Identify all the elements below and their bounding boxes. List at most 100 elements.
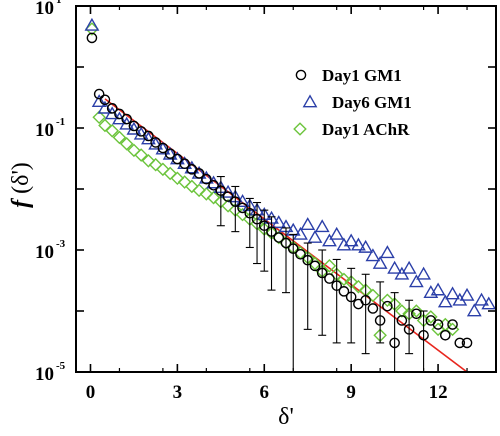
x-tick-label: 3 <box>173 382 183 403</box>
data-point-day1-gm1 <box>345 291 357 303</box>
data-point-day1-gm1 <box>403 324 415 335</box>
x-axis-label: δ' <box>278 404 294 430</box>
data-point-day6-gm1 <box>307 229 323 243</box>
data-point-day1-gm1 <box>258 220 270 232</box>
data-point-day1-gm1 <box>179 158 190 169</box>
data-point-day6-gm1 <box>162 146 178 160</box>
data-point-day1-achr <box>192 183 206 198</box>
series-day6-gm1 <box>84 17 496 317</box>
data-point-day1-gm1 <box>266 226 277 237</box>
data-point-day1-achr <box>308 256 322 271</box>
data-point-day1-gm1 <box>396 315 408 326</box>
data-point-day1-achr <box>395 304 409 318</box>
data-point-day1-gm1 <box>222 191 234 202</box>
legend-marker-day1-achr <box>293 122 307 136</box>
data-point-day6-gm1 <box>329 226 345 240</box>
legend-label-day6-gm1: Day6 GM1 <box>332 93 412 112</box>
data-point-day1-gm1 <box>121 113 132 125</box>
data-point-day6-gm1 <box>466 303 482 317</box>
data-point-day1-gm1 <box>193 168 205 179</box>
data-point-day6-gm1 <box>343 233 359 247</box>
data-point-day1-gm1 <box>106 103 118 114</box>
data-point-day1-gm1 <box>287 243 299 255</box>
data-point-day1-gm1 <box>367 303 379 314</box>
data-point-day1-achr <box>409 304 424 318</box>
data-point-day1-achr <box>424 310 438 324</box>
data-point-day1-achr <box>98 118 112 133</box>
data-point-day6-gm1 <box>141 131 156 145</box>
y-tick-exponent: -3 <box>56 238 66 250</box>
y-axis-label-function: f <box>8 198 34 208</box>
data-point-day1-achr <box>380 293 395 308</box>
data-point-day1-achr <box>92 110 106 125</box>
data-point-day6-gm1 <box>387 260 403 274</box>
data-point-day1-gm1 <box>86 32 98 44</box>
y-axis-label: f (δ') <box>8 162 34 208</box>
y-tick-label: 10 <box>35 120 54 141</box>
data-point-day1-gm1 <box>230 196 241 207</box>
data-point-day1-achr <box>337 272 351 287</box>
legend: Day1 GM1 Day6 GM1 Day1 AChR <box>293 66 412 139</box>
data-point-day1-gm1 <box>461 337 473 349</box>
data-point-day1-achr <box>185 179 199 194</box>
y-tick-exponent: -1 <box>56 116 65 128</box>
data-point-day1-gm1 <box>208 179 219 191</box>
data-point-day1-achr <box>112 130 127 145</box>
y-tick-label: 10 <box>35 0 54 19</box>
data-point-day1-gm1 <box>237 202 248 214</box>
x-tick-label: 6 <box>260 382 270 403</box>
data-point-day1-gm1 <box>338 286 350 297</box>
data-point-day1-gm1 <box>454 337 466 349</box>
data-point-day6-gm1 <box>314 219 330 233</box>
data-point-day1-gm1 <box>374 315 386 326</box>
legend-label-day1-achr: Day1 AChR <box>322 120 410 139</box>
data-point-day6-gm1 <box>91 94 107 108</box>
data-point-day1-gm1 <box>150 137 161 148</box>
data-point-day1-achr <box>134 148 148 162</box>
legend-item-day1-gm1: Day1 GM1 <box>295 66 402 85</box>
data-point-day6-gm1 <box>372 255 388 269</box>
data-point-day6-gm1 <box>416 266 431 280</box>
data-point-day6-gm1 <box>155 141 171 155</box>
data-point-day1-gm1 <box>411 308 422 320</box>
data-point-day1-gm1 <box>93 88 105 100</box>
data-point-day1-gm1 <box>143 130 154 142</box>
y-tick-label: 10 <box>35 242 54 263</box>
data-point-day1-achr <box>351 279 366 294</box>
legend-item-day1-achr: Day1 AChR <box>293 120 410 139</box>
data-point-day1-gm1 <box>201 173 212 185</box>
data-point-day1-achr <box>199 187 214 201</box>
data-point-day1-gm1 <box>273 232 285 243</box>
data-point-day1-achr <box>148 157 163 172</box>
data-point-day6-gm1 <box>300 217 316 231</box>
data-point-day6-gm1 <box>474 292 489 306</box>
data-point-day1-gm1 <box>389 337 400 349</box>
data-point-day1-gm1 <box>324 273 335 284</box>
data-point-day1-achr <box>156 162 170 177</box>
data-point-day1-achr <box>105 124 119 138</box>
data-point-day1-gm1 <box>215 185 227 196</box>
data-point-day6-gm1 <box>437 294 453 308</box>
legend-label-day1-gm1: Day1 GM1 <box>322 66 402 85</box>
legend-marker-day1-gm1 <box>295 69 307 81</box>
data-point-day1-gm1 <box>114 108 125 120</box>
data-point-day1-gm1 <box>99 94 111 106</box>
data-point-day6-gm1 <box>459 287 475 301</box>
data-point-day1-gm1 <box>360 294 371 306</box>
data-point-day1-achr <box>127 143 141 158</box>
data-point-day6-gm1 <box>481 296 496 310</box>
data-point-day1-gm1 <box>244 207 256 219</box>
data-point-day6-gm1 <box>430 282 446 296</box>
data-point-day1-achr <box>235 207 250 222</box>
data-point-day1-gm1 <box>295 249 306 260</box>
data-point-day1-gm1 <box>128 120 140 132</box>
data-point-day1-gm1 <box>172 153 183 165</box>
data-point-day1-gm1 <box>280 237 292 249</box>
data-point-day6-gm1 <box>358 239 374 253</box>
data-point-day6-gm1 <box>336 237 352 251</box>
data-point-day6-gm1 <box>365 248 381 262</box>
data-point-day1-gm1 <box>382 300 393 312</box>
data-point-day6-gm1 <box>351 237 366 251</box>
series-day1-achr <box>85 22 460 343</box>
